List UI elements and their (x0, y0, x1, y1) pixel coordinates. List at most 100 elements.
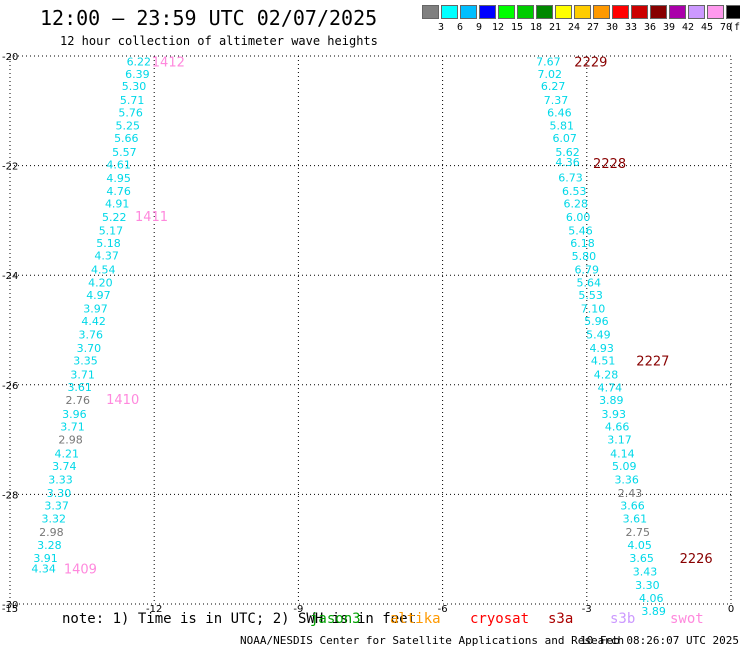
colorbar-swatch (631, 5, 648, 19)
swh-value: 7.10 (581, 303, 606, 316)
swh-value: 5.96 (584, 315, 609, 328)
swh-value: 5.30 (122, 80, 147, 93)
pass-time-label: 1412 (152, 55, 185, 70)
colorbar-swatch (536, 5, 553, 19)
swh-value: 2.43 (618, 487, 643, 500)
swh-value: 5.66 (114, 132, 139, 145)
colorbar-label: 3 (437, 22, 445, 33)
swh-value: 5.64 (576, 276, 601, 289)
swh-value: 3.76 (79, 328, 104, 341)
colorbar-label: 18 (529, 22, 543, 33)
pass-time-label: 1410 (106, 393, 139, 408)
generated-timestamp: 10 Feb 08:26:07 UTC 2025 (580, 634, 739, 647)
satellite-legend-s3a: s3a (548, 611, 574, 627)
pass-time-label: 2226 (680, 552, 713, 567)
swh-value: 5.80 (572, 250, 597, 263)
colorbar-label: 45 (700, 22, 714, 33)
swh-value: 6.73 (558, 172, 583, 185)
colorbar-label: 24 (567, 22, 581, 33)
colorbar-swatch (593, 5, 610, 19)
swh-value: 3.30 (635, 579, 660, 592)
colorbar-swatch (688, 5, 705, 19)
swh-value: 5.09 (612, 460, 637, 473)
swh-value: 5.17 (99, 224, 124, 237)
swh-value: 3.30 (47, 487, 72, 500)
colorbar-label: 42 (681, 22, 695, 33)
swh-value: 7.37 (544, 94, 569, 107)
satellite-legend-altika: altika (390, 611, 441, 627)
swh-value: 3.89 (599, 394, 624, 407)
swh-value: 7.67 (536, 55, 561, 68)
swh-value: 3.91 (33, 552, 58, 565)
swh-value: 3.74 (52, 460, 77, 473)
swh-value: 4.42 (81, 315, 106, 328)
chart-subtitle: 12 hour collection of altimeter wave hei… (60, 34, 378, 48)
colorbar-swatch (555, 5, 572, 19)
colorbar-label: 9 (475, 22, 483, 33)
swh-value: 2.75 (626, 526, 651, 539)
colorbar-unit: (ft) (727, 22, 740, 33)
swh-value: 4.21 (54, 447, 79, 460)
colorbar-label: 15 (510, 22, 524, 33)
colorbar-label: 12 (491, 22, 505, 33)
swh-value: 4.51 (591, 355, 616, 368)
x-tick-label: 0 (728, 604, 734, 615)
y-tick-label: -20 (2, 52, 18, 63)
colorbar-swatch (441, 5, 458, 19)
swh-value: 5.53 (578, 289, 603, 302)
footnote: note: 1) Time is in UTC; 2) SWH is in fe… (62, 611, 417, 627)
colorbar-swatch (422, 5, 439, 19)
swh-value: 5.81 (550, 120, 575, 133)
colorbar-swatch (726, 5, 740, 19)
swh-value: 4.34 (31, 562, 56, 575)
swh-value: 6.00 (566, 211, 591, 224)
colorbar-label: 70 (719, 22, 733, 33)
swh-value: 6.53 (562, 185, 587, 198)
swh-value: 6.28 (563, 197, 588, 210)
swh-value: 5.49 (586, 328, 611, 341)
swh-value: 4.97 (86, 289, 111, 302)
swh-value: 5.57 (112, 146, 137, 159)
colorbar-swatch (650, 5, 667, 19)
credit-line: NOAA/NESDIS Center for Satellite Applica… (240, 634, 625, 647)
y-tick-label: -26 (2, 381, 18, 392)
swh-value: 2.76 (66, 394, 91, 407)
swh-value: 3.28 (37, 539, 62, 552)
swh-value: 7.02 (538, 68, 563, 81)
pass-time-label: 1409 (64, 562, 97, 577)
swh-value: 5.76 (118, 106, 143, 119)
swh-value: 3.17 (607, 434, 632, 447)
pass-time-label: 2227 (636, 355, 669, 370)
swh-value: 4.95 (106, 172, 131, 185)
colorbar-swatch (498, 5, 515, 19)
colorbar-swatch (574, 5, 591, 19)
swh-value: 3.71 (70, 368, 95, 381)
swh-value: 4.36 (555, 156, 580, 169)
swh-value: 6.18 (570, 237, 595, 250)
swh-value: 4.20 (88, 276, 113, 289)
colorbar-label: 30 (605, 22, 619, 33)
swh-value: 4.93 (589, 342, 614, 355)
y-tick-label: -28 (2, 490, 18, 501)
swh-value: 6.39 (125, 68, 150, 81)
swh-value: 2.98 (58, 434, 83, 447)
colorbar-swatch (460, 5, 477, 19)
swh-value: 3.33 (48, 474, 73, 487)
swh-value: 3.70 (77, 342, 102, 355)
swh-value: 5.22 (102, 211, 127, 224)
colorbar-label: 21 (548, 22, 562, 33)
swh-value: 4.91 (105, 197, 130, 210)
swh-value: 6.22 (127, 55, 152, 68)
colorbar-swatch (517, 5, 534, 19)
swh-value: 6.79 (575, 264, 600, 277)
swh-value: 3.66 (620, 499, 645, 512)
plot-frame (9, 55, 732, 605)
swh-value: 5.62 (555, 146, 580, 159)
swh-value: 3.65 (629, 552, 654, 565)
satellite-legend-swot: swot (670, 611, 704, 627)
swh-value: 4.54 (91, 264, 116, 277)
swh-value: 3.32 (41, 513, 66, 526)
pass-time-label: 2228 (593, 157, 626, 172)
swh-value: 5.25 (116, 120, 141, 133)
swh-value: 5.71 (120, 94, 145, 107)
